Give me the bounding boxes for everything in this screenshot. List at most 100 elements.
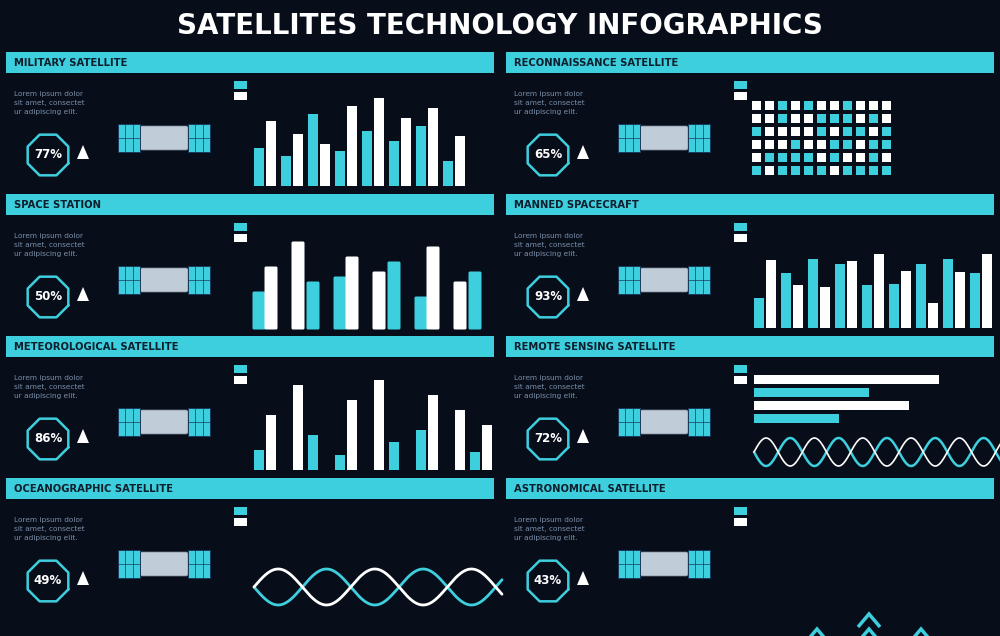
FancyBboxPatch shape	[791, 114, 800, 123]
FancyBboxPatch shape	[752, 101, 761, 110]
FancyBboxPatch shape	[618, 408, 640, 436]
FancyBboxPatch shape	[140, 552, 188, 576]
FancyBboxPatch shape	[389, 442, 399, 470]
FancyBboxPatch shape	[401, 118, 411, 186]
FancyBboxPatch shape	[830, 127, 839, 136]
Text: 43%: 43%	[534, 574, 562, 588]
FancyBboxPatch shape	[254, 450, 264, 470]
FancyBboxPatch shape	[416, 126, 426, 186]
FancyBboxPatch shape	[292, 242, 304, 329]
FancyBboxPatch shape	[916, 264, 926, 328]
FancyBboxPatch shape	[793, 285, 803, 328]
FancyBboxPatch shape	[817, 166, 826, 175]
FancyBboxPatch shape	[234, 223, 247, 231]
FancyBboxPatch shape	[856, 127, 865, 136]
FancyBboxPatch shape	[234, 92, 247, 100]
Polygon shape	[577, 287, 589, 301]
FancyBboxPatch shape	[734, 507, 747, 515]
FancyBboxPatch shape	[618, 266, 640, 294]
Text: Lorem ipsum dolor
sit amet, consectet
ur adipiscing elit.: Lorem ipsum dolor sit amet, consectet ur…	[14, 91, 85, 115]
FancyBboxPatch shape	[765, 114, 774, 123]
FancyBboxPatch shape	[817, 101, 826, 110]
FancyBboxPatch shape	[640, 410, 688, 434]
FancyBboxPatch shape	[468, 272, 482, 329]
FancyBboxPatch shape	[869, 101, 878, 110]
FancyBboxPatch shape	[765, 140, 774, 149]
FancyBboxPatch shape	[454, 282, 466, 329]
FancyBboxPatch shape	[374, 98, 384, 186]
FancyBboxPatch shape	[346, 256, 358, 329]
Text: MILITARY SATELLITE: MILITARY SATELLITE	[14, 57, 127, 67]
FancyBboxPatch shape	[640, 268, 688, 292]
FancyBboxPatch shape	[752, 153, 761, 162]
FancyBboxPatch shape	[808, 259, 818, 328]
FancyBboxPatch shape	[843, 101, 852, 110]
Text: Lorem ipsum dolor
sit amet, consectet
ur adipiscing elit.: Lorem ipsum dolor sit amet, consectet ur…	[514, 233, 585, 257]
FancyBboxPatch shape	[688, 266, 710, 294]
FancyBboxPatch shape	[804, 166, 813, 175]
FancyBboxPatch shape	[882, 166, 891, 175]
FancyBboxPatch shape	[118, 550, 140, 578]
Text: ASTRONOMICAL SATELLITE: ASTRONOMICAL SATELLITE	[514, 483, 666, 494]
FancyBboxPatch shape	[372, 272, 386, 329]
FancyBboxPatch shape	[754, 401, 909, 410]
FancyBboxPatch shape	[389, 141, 399, 186]
FancyBboxPatch shape	[830, 153, 839, 162]
Text: 65%: 65%	[534, 148, 562, 162]
FancyBboxPatch shape	[856, 101, 865, 110]
FancyBboxPatch shape	[734, 234, 747, 242]
FancyBboxPatch shape	[234, 518, 247, 526]
FancyBboxPatch shape	[766, 260, 776, 328]
FancyBboxPatch shape	[804, 127, 813, 136]
FancyBboxPatch shape	[754, 375, 939, 384]
Text: 77%: 77%	[34, 148, 62, 162]
FancyBboxPatch shape	[955, 272, 965, 328]
FancyBboxPatch shape	[264, 266, 278, 329]
Polygon shape	[577, 145, 589, 159]
FancyBboxPatch shape	[266, 121, 276, 186]
FancyBboxPatch shape	[874, 254, 884, 328]
FancyBboxPatch shape	[428, 108, 438, 186]
FancyBboxPatch shape	[869, 153, 878, 162]
FancyBboxPatch shape	[781, 273, 791, 328]
FancyBboxPatch shape	[820, 287, 830, 328]
Text: 49%: 49%	[34, 574, 62, 588]
FancyBboxPatch shape	[618, 124, 640, 152]
Text: Lorem ipsum dolor
sit amet, consectet
ur adipiscing elit.: Lorem ipsum dolor sit amet, consectet ur…	[514, 91, 585, 115]
FancyBboxPatch shape	[374, 380, 384, 470]
Text: Lorem ipsum dolor
sit amet, consectet
ur adipiscing elit.: Lorem ipsum dolor sit amet, consectet ur…	[514, 375, 585, 399]
FancyBboxPatch shape	[843, 140, 852, 149]
Text: Lorem ipsum dolor
sit amet, consectet
ur adipiscing elit.: Lorem ipsum dolor sit amet, consectet ur…	[14, 233, 85, 257]
FancyBboxPatch shape	[281, 156, 291, 186]
FancyBboxPatch shape	[847, 261, 857, 328]
FancyBboxPatch shape	[830, 166, 839, 175]
FancyBboxPatch shape	[882, 127, 891, 136]
FancyBboxPatch shape	[347, 106, 357, 186]
FancyBboxPatch shape	[778, 101, 787, 110]
FancyBboxPatch shape	[754, 298, 764, 328]
Text: OCEANOGRAPHIC SATELLITE: OCEANOGRAPHIC SATELLITE	[14, 483, 173, 494]
FancyBboxPatch shape	[754, 414, 839, 423]
FancyBboxPatch shape	[506, 52, 994, 73]
FancyBboxPatch shape	[804, 140, 813, 149]
FancyBboxPatch shape	[869, 114, 878, 123]
FancyBboxPatch shape	[362, 131, 372, 186]
FancyBboxPatch shape	[482, 425, 492, 470]
FancyBboxPatch shape	[266, 415, 276, 470]
FancyBboxPatch shape	[817, 127, 826, 136]
FancyBboxPatch shape	[856, 140, 865, 149]
FancyBboxPatch shape	[869, 140, 878, 149]
FancyBboxPatch shape	[347, 400, 357, 470]
FancyBboxPatch shape	[335, 455, 345, 470]
Text: 72%: 72%	[534, 432, 562, 445]
FancyBboxPatch shape	[970, 273, 980, 328]
Polygon shape	[577, 429, 589, 443]
FancyBboxPatch shape	[843, 153, 852, 162]
FancyBboxPatch shape	[752, 114, 761, 123]
FancyBboxPatch shape	[778, 166, 787, 175]
FancyBboxPatch shape	[234, 376, 247, 384]
FancyBboxPatch shape	[306, 282, 320, 329]
FancyBboxPatch shape	[234, 234, 247, 242]
Polygon shape	[577, 571, 589, 585]
FancyBboxPatch shape	[734, 365, 747, 373]
